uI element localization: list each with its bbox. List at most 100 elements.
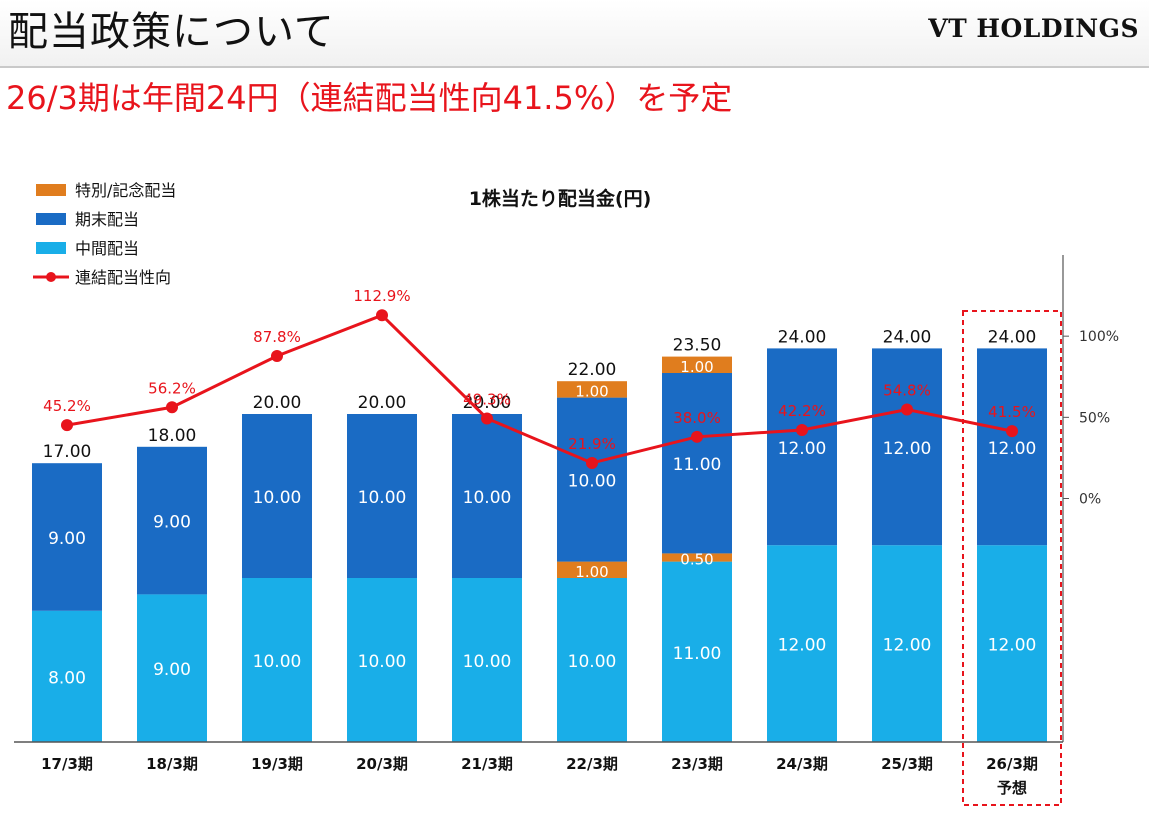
bar-value-label: 0.50 xyxy=(680,551,713,569)
bar-value-label: 10.00 xyxy=(253,488,302,508)
legend-marker xyxy=(46,272,56,282)
bar-total-label: 17.00 xyxy=(43,442,92,462)
x-tick-label: 24/3期 xyxy=(776,755,828,773)
bar-value-label: 1.00 xyxy=(680,358,713,376)
x-tick-label: 23/3期 xyxy=(671,755,723,773)
bar-segment xyxy=(557,381,627,398)
payout-ratio-point xyxy=(376,309,388,322)
payout-ratio-label: 54.8% xyxy=(883,382,931,400)
bar-total-label: 24.00 xyxy=(988,327,1037,347)
payout-ratio-label: 112.9% xyxy=(353,287,410,305)
bar-value-label: 9.00 xyxy=(48,529,86,549)
payout-ratio-label: 45.2% xyxy=(43,397,91,415)
bar-segment xyxy=(137,446,207,595)
payout-ratio-point xyxy=(586,456,598,469)
bar-segment xyxy=(662,356,732,373)
chart-title: 1株当たり配当金(円) xyxy=(469,187,652,210)
x-tick-label: 22/3期 xyxy=(566,755,618,773)
bar-segment xyxy=(452,578,522,742)
bar-segment xyxy=(662,561,732,742)
bar-total-label: 20.00 xyxy=(253,393,302,413)
payout-ratio-point xyxy=(271,349,283,362)
x-tick-label: 20/3期 xyxy=(356,755,408,773)
x-tick-note: 予想 xyxy=(997,779,1027,797)
bar-value-label: 11.00 xyxy=(673,455,722,475)
bar-segment xyxy=(32,463,102,611)
payout-ratio-point xyxy=(901,403,913,416)
payout-ratio-label: 38.0% xyxy=(673,409,721,427)
payout-ratio-label: 41.5% xyxy=(988,403,1036,421)
bar-segment xyxy=(662,373,732,554)
bar-value-label: 10.00 xyxy=(568,472,617,492)
legend-swatch xyxy=(36,184,66,196)
bar-total-label: 20.00 xyxy=(358,393,407,413)
bar-value-label: 10.00 xyxy=(358,488,407,508)
bar-value-label: 9.00 xyxy=(153,660,191,680)
bar-segment xyxy=(32,610,102,742)
x-tick-label: 25/3期 xyxy=(881,755,933,773)
bar-segment xyxy=(977,545,1047,742)
bar-segment xyxy=(347,578,417,742)
page-title: 配当政策について xyxy=(8,9,335,55)
y2-tick-label: 50% xyxy=(1079,410,1110,426)
payout-ratio-line xyxy=(66,313,1013,465)
payout-ratio-point xyxy=(166,401,178,414)
bar-segment xyxy=(452,414,522,578)
bar-value-label: 8.00 xyxy=(48,668,86,688)
bar-total-label: 22.00 xyxy=(568,360,617,380)
bar-segment xyxy=(767,348,837,546)
bar-total-label: 18.00 xyxy=(148,426,197,446)
bar-value-label: 12.00 xyxy=(778,439,827,459)
bar-value-label: 10.00 xyxy=(463,488,512,508)
bar-segment xyxy=(977,348,1047,546)
bar-value-label: 12.00 xyxy=(883,439,932,459)
bar-segment xyxy=(557,578,627,742)
bar-value-label: 10.00 xyxy=(253,652,302,672)
bar-value-label: 10.00 xyxy=(463,652,512,672)
x-tick-label: 26/3期 xyxy=(986,755,1038,773)
payout-ratio-point xyxy=(481,412,493,425)
legend-swatch xyxy=(36,242,66,254)
bar-total-label: 24.00 xyxy=(883,327,932,347)
bar-segment xyxy=(347,414,417,578)
y2-tick-label: 0% xyxy=(1079,492,1101,508)
x-tick-label: 21/3期 xyxy=(461,755,513,773)
x-tick-label: 17/3期 xyxy=(41,755,93,773)
bar-value-label: 1.00 xyxy=(575,563,608,581)
bar-value-label: 11.00 xyxy=(673,644,722,664)
bar-segment xyxy=(662,553,732,562)
payout-ratio-point xyxy=(691,430,703,443)
legend-label: 期末配当 xyxy=(75,210,139,229)
legend-label: 連結配当性向 xyxy=(75,268,171,287)
legend-label: 特別/記念配当 xyxy=(75,181,176,200)
y2-tick-label: 100% xyxy=(1079,329,1119,345)
bar-segment xyxy=(557,397,627,562)
bar-segment xyxy=(242,578,312,742)
bar-segment xyxy=(872,348,942,546)
legend-label: 中間配当 xyxy=(75,239,139,258)
bar-total-label: 23.50 xyxy=(673,336,722,356)
payout-ratio-point xyxy=(796,423,808,436)
payout-ratio-point xyxy=(61,419,73,432)
payout-ratio-point xyxy=(1006,425,1018,438)
legend-swatch xyxy=(36,213,66,225)
bar-value-label: 12.00 xyxy=(988,636,1037,656)
forecast-highlight-box xyxy=(962,310,1062,806)
bar-segment xyxy=(767,545,837,742)
bar-total-label: 24.00 xyxy=(778,327,827,347)
bar-value-label: 12.00 xyxy=(778,636,827,656)
bar-value-label: 10.00 xyxy=(358,652,407,672)
header-bar xyxy=(0,0,1149,68)
bar-segment xyxy=(137,594,207,742)
bar-segment xyxy=(872,545,942,742)
bar-value-label: 1.00 xyxy=(575,382,608,400)
page-subtitle: 26/3期は年間24円（連結配当性向41.5%）を予定 xyxy=(6,79,733,117)
x-tick-label: 18/3期 xyxy=(146,755,198,773)
company-logo: VT HOLDINGS xyxy=(928,14,1139,43)
payout-ratio-label: 21.9% xyxy=(568,435,616,453)
payout-ratio-label: 42.2% xyxy=(778,402,826,420)
payout-ratio-label: 49.3% xyxy=(463,390,511,408)
bar-value-label: 9.00 xyxy=(153,513,191,533)
payout-ratio-label: 87.8% xyxy=(253,328,301,346)
